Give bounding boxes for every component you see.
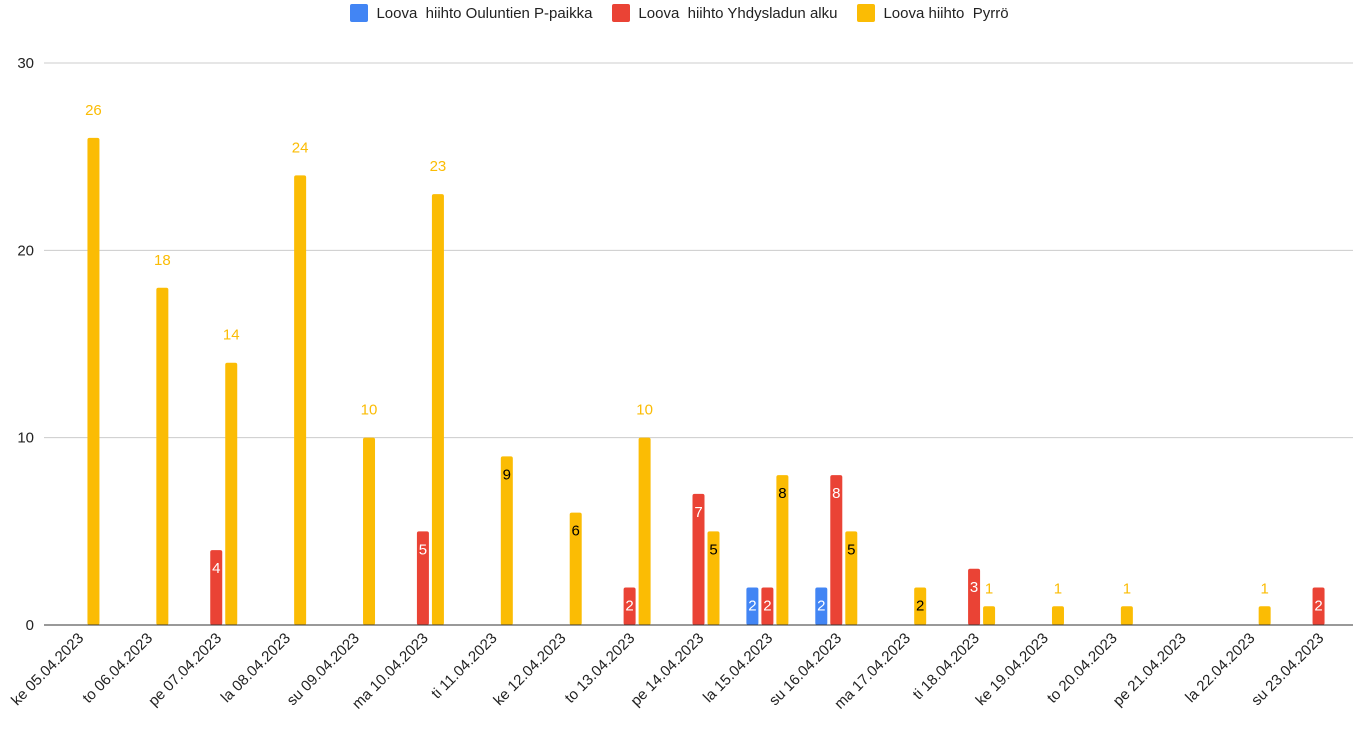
x-tick-label: to 20.04.2023	[1044, 630, 1121, 707]
bar	[1051, 606, 1064, 625]
bar-data-label: 2	[763, 598, 771, 615]
bar-data-label: 1	[1123, 580, 1131, 597]
bar-data-label: 8	[832, 485, 840, 502]
bar-data-label: 2	[817, 598, 825, 615]
bar-data-label: 1	[985, 580, 993, 597]
bar-data-label: 2	[1314, 598, 1322, 615]
y-tick-label: 10	[17, 430, 34, 447]
bar-data-label: 23	[430, 158, 447, 175]
bar	[983, 606, 996, 625]
legend-item-pyrro[interactable]: Loova hiihto Pyrrö	[857, 4, 1009, 22]
bar-data-label: 14	[223, 327, 240, 344]
bar-data-label: 10	[636, 402, 653, 419]
bar	[500, 456, 513, 625]
bar	[1258, 606, 1271, 625]
x-tick-label: ti 18.04.2023	[910, 630, 983, 703]
x-tick-label: la 15.04.2023	[700, 630, 776, 706]
bar	[776, 475, 789, 625]
legend-item-yhdysladun[interactable]: Loova hiihto Yhdysladun alku	[612, 4, 837, 22]
bar	[761, 587, 774, 625]
bar-data-label: 2	[748, 598, 756, 615]
x-tick-label: pe 21.04.2023	[1110, 630, 1190, 710]
x-tick-label: la 08.04.2023	[218, 630, 294, 706]
bar	[1120, 606, 1133, 625]
bar	[156, 287, 169, 625]
legend: Loova hiihto Ouluntien P-paikka Loova hi…	[0, 4, 1359, 22]
legend-swatch-ouluntien	[350, 4, 369, 22]
bar	[914, 587, 927, 625]
x-tick-label: ti 11.04.2023	[428, 630, 501, 703]
legend-label-pyrro: Loova hiihto Pyrrö	[883, 4, 1009, 22]
bar-data-label: 3	[970, 579, 978, 596]
legend-label-ouluntien: Loova hiihto Ouluntien P-paikka	[376, 4, 593, 22]
bar	[830, 475, 843, 625]
x-tick-label: pe 07.04.2023	[145, 630, 225, 710]
bar	[1312, 587, 1325, 625]
y-tick-label: 20	[17, 242, 34, 259]
bar-data-label: 5	[847, 541, 855, 558]
legend-swatch-yhdysladun	[612, 4, 631, 22]
x-tick-label: to 06.04.2023	[79, 630, 156, 707]
bar	[815, 587, 828, 625]
x-tick-label: su 23.04.2023	[1248, 630, 1327, 709]
y-tick-label: 30	[17, 55, 34, 72]
bar-data-label: 10	[361, 402, 378, 419]
bar	[746, 587, 759, 625]
legend-label-yhdysladun: Loova hiihto Yhdysladun alku	[638, 4, 838, 22]
bar-data-label: 5	[419, 541, 427, 558]
bar-data-label: 4	[212, 560, 220, 577]
x-tick-label: ke 05.04.2023	[8, 630, 87, 709]
bar	[638, 437, 651, 625]
bar-data-label: 7	[694, 504, 702, 521]
bar-data-label: 24	[292, 139, 309, 156]
bar	[623, 587, 636, 625]
bar-data-label: 2	[625, 598, 633, 615]
legend-item-ouluntien[interactable]: Loova hiihto Ouluntien P-paikka	[350, 4, 592, 22]
bar	[431, 194, 444, 625]
x-tick-label: to 13.04.2023	[562, 630, 639, 707]
bar	[225, 362, 238, 625]
legend-swatch-pyrro	[857, 4, 876, 22]
x-tick-label: la 22.04.2023	[1182, 630, 1258, 706]
y-tick-label: 0	[26, 617, 34, 634]
bar-data-label: 5	[709, 541, 717, 558]
bar	[707, 531, 720, 625]
bar-data-label: 9	[503, 466, 511, 483]
bar-data-label: 2	[916, 598, 924, 615]
bar	[569, 512, 582, 625]
bar	[363, 437, 376, 625]
bar	[87, 137, 100, 625]
x-tick-label: pe 14.04.2023	[627, 630, 707, 710]
bar-data-label: 8	[778, 485, 786, 502]
bar	[416, 531, 429, 625]
bar-data-label: 18	[154, 252, 171, 269]
x-tick-label: ke 19.04.2023	[973, 630, 1052, 709]
x-tick-label: ke 12.04.2023	[490, 630, 569, 709]
bar	[968, 568, 981, 625]
bar	[210, 550, 223, 625]
bar	[294, 175, 307, 625]
bar-data-label: 1	[1054, 580, 1062, 597]
bar	[692, 493, 705, 625]
bar-data-label: 6	[572, 523, 580, 540]
bar	[845, 531, 858, 625]
bar-data-label: 26	[85, 102, 102, 119]
bar-data-label: 1	[1260, 580, 1268, 597]
